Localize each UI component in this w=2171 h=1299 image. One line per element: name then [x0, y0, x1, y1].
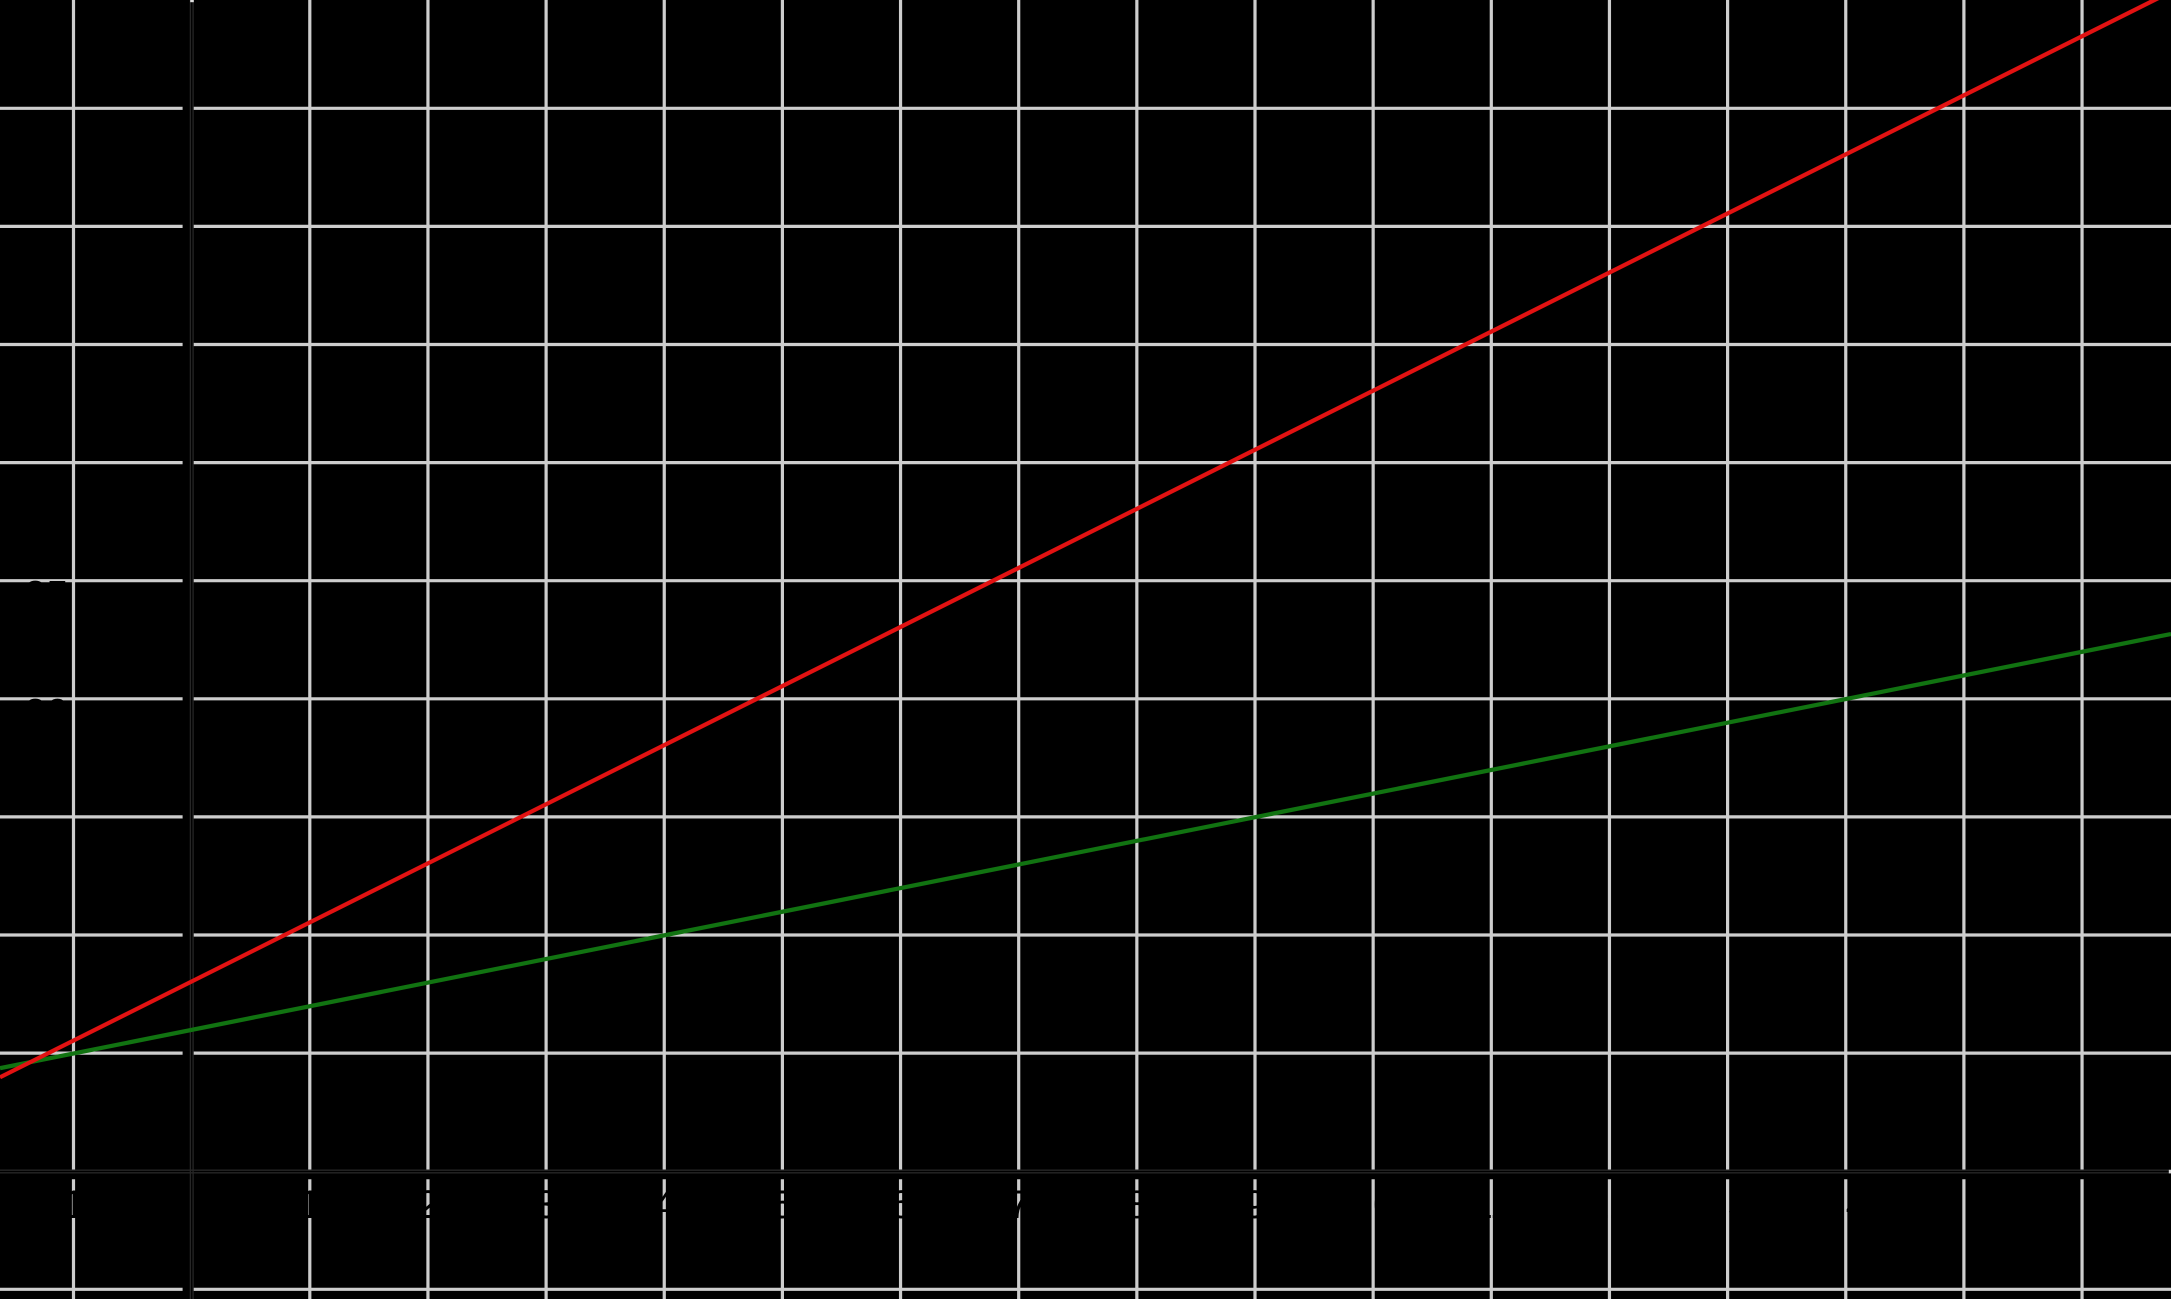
- svg-text:35: 35: [24, 341, 69, 385]
- svg-text:4: 4: [653, 1183, 675, 1227]
- svg-text:-5: -5: [24, 1285, 60, 1299]
- svg-text:45: 45: [24, 104, 69, 148]
- svg-text:30: 30: [24, 459, 69, 503]
- svg-text:1: 1: [299, 1183, 321, 1227]
- svg-text:14: 14: [1824, 1183, 1869, 1227]
- svg-text:-1: -1: [49, 1183, 85, 1227]
- svg-text:7: 7: [1008, 1183, 1030, 1227]
- svg-text:15: 15: [1942, 1183, 1987, 1227]
- svg-text:25: 25: [24, 574, 69, 618]
- svg-text:20: 20: [24, 691, 69, 735]
- svg-text:6: 6: [889, 1183, 911, 1227]
- svg-text:3: 3: [535, 1183, 557, 1227]
- svg-text:9: 9: [1244, 1183, 1266, 1227]
- svg-text:12: 12: [1587, 1183, 1632, 1227]
- svg-text:11: 11: [1471, 1183, 1513, 1227]
- svg-text:10: 10: [1351, 1183, 1396, 1227]
- svg-text:40: 40: [24, 222, 69, 266]
- svg-text:15: 15: [24, 813, 69, 857]
- svg-text:13: 13: [1705, 1183, 1750, 1227]
- svg-text:8: 8: [1126, 1183, 1148, 1227]
- svg-text:16: 16: [2060, 1183, 2105, 1227]
- svg-text:10: 10: [24, 931, 69, 975]
- svg-text:5: 5: [771, 1183, 793, 1227]
- svg-text:2: 2: [417, 1183, 439, 1227]
